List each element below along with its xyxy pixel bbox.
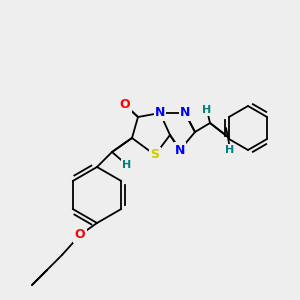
Text: O: O: [120, 98, 130, 112]
Text: N: N: [155, 106, 165, 119]
Text: N: N: [175, 143, 185, 157]
Text: H: H: [225, 145, 235, 155]
Text: O: O: [75, 229, 85, 242]
Text: N: N: [180, 106, 190, 119]
Text: S: S: [151, 148, 160, 161]
Text: H: H: [202, 105, 211, 115]
Text: H: H: [122, 160, 132, 170]
